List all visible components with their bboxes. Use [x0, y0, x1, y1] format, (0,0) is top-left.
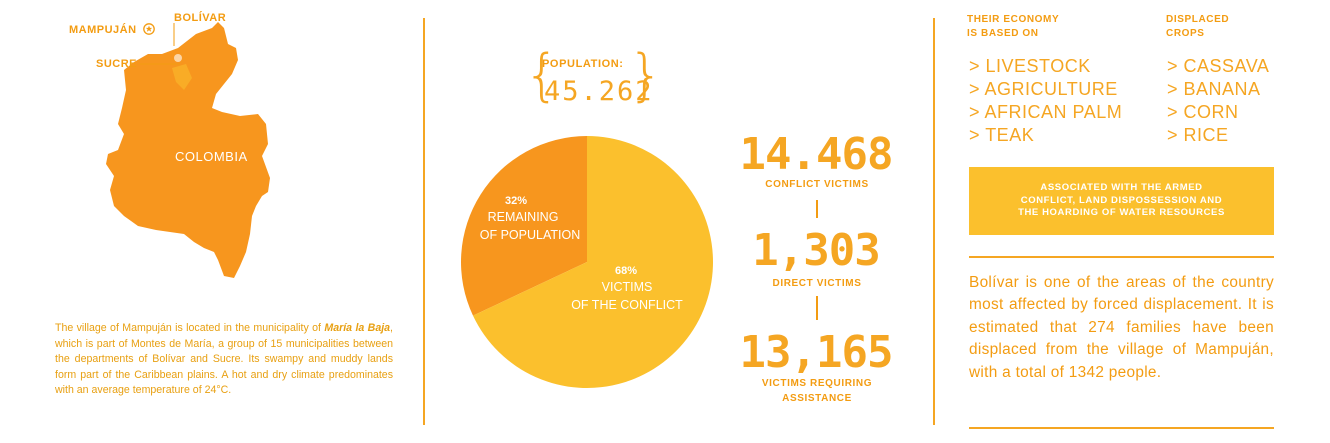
mampujan-label: MAMPUJÁN	[69, 24, 137, 36]
economy-list: > LIVESTOCK > AGRICULTURE > AFRICAN PALM…	[969, 55, 1122, 147]
colombia-shape	[106, 22, 270, 278]
population-value: 45.262	[544, 76, 654, 107]
population-pie-chart: 32% REMAINING OF POPULATION 68% VICTIMS …	[461, 136, 713, 388]
colombia-map	[106, 22, 270, 278]
note-box: ASSOCIATED WITH THE ARMED CONFLICT, LAND…	[969, 167, 1274, 235]
pie-label-remaining-line2: OF POPULATION	[480, 228, 580, 242]
pie-label-remaining-line1: REMAINING	[488, 210, 559, 224]
sucre-region	[172, 64, 192, 90]
economy-heading: THEIR ECONOMY IS BASED ON	[967, 14, 1060, 39]
list-item: > BANANA	[1167, 79, 1261, 99]
list-item: > CORN	[1167, 102, 1239, 122]
right-brace: }	[628, 43, 664, 108]
list-item: > AGRICULTURE	[969, 79, 1118, 99]
colombia-label: COLOMBIA	[175, 149, 248, 164]
list-item: > RICE	[1167, 125, 1229, 145]
victims-assistance-label: VICTIMS REQUIRING ASSISTANCE	[761, 378, 873, 404]
population-label: POPULATION:	[542, 58, 624, 70]
pie-slice-victims	[472, 136, 713, 388]
stat-connector-1	[816, 200, 818, 218]
crops-heading: DISPLACED CROPS	[1166, 14, 1230, 39]
pie-slice-remaining	[461, 136, 587, 316]
conflict-victims-value: 14.468	[739, 129, 894, 180]
stat-connector-2	[816, 296, 818, 320]
list-item: > AFRICAN PALM	[969, 102, 1123, 122]
star-marker-icon	[143, 23, 155, 35]
left-divider	[423, 18, 425, 425]
sucre-label: SUCRE	[96, 58, 138, 70]
crops-list: > CASSAVA > BANANA > CORN > RICE	[1167, 55, 1269, 147]
pie-label-victims-pct: 68%	[615, 265, 637, 277]
right-divider	[933, 18, 935, 425]
pie-label-victims-line1: VICTIMS	[602, 280, 653, 294]
list-item: > TEAK	[969, 125, 1035, 145]
direct-victims-label: DIRECT VICTIMS	[772, 278, 862, 289]
population-block: { POPULATION: 45.262 }	[524, 48, 664, 108]
summary-paragraph: Bolívar is one of the areas of the count…	[969, 274, 1274, 381]
bolivar-label: BOLÍVAR	[174, 12, 227, 24]
map-leader-lines	[140, 23, 182, 65]
list-item: > LIVESTOCK	[969, 56, 1091, 76]
list-item: > CASSAVA	[1167, 56, 1270, 76]
conflict-victims-label: CONFLICT VICTIMS	[765, 179, 869, 190]
direct-victims-value: 1,303	[752, 225, 880, 276]
summary-bottom-rule	[969, 427, 1274, 429]
pie-label-victims-line2: OF THE CONFLICT	[571, 298, 683, 312]
pie-label-remaining-pct: 32%	[505, 195, 527, 207]
description-paragraph: The village of Mampuján is located in th…	[55, 322, 393, 397]
victims-assistance-value: 13,165	[739, 327, 894, 378]
summary-top-rule	[969, 256, 1274, 258]
left-brace: {	[524, 43, 560, 108]
